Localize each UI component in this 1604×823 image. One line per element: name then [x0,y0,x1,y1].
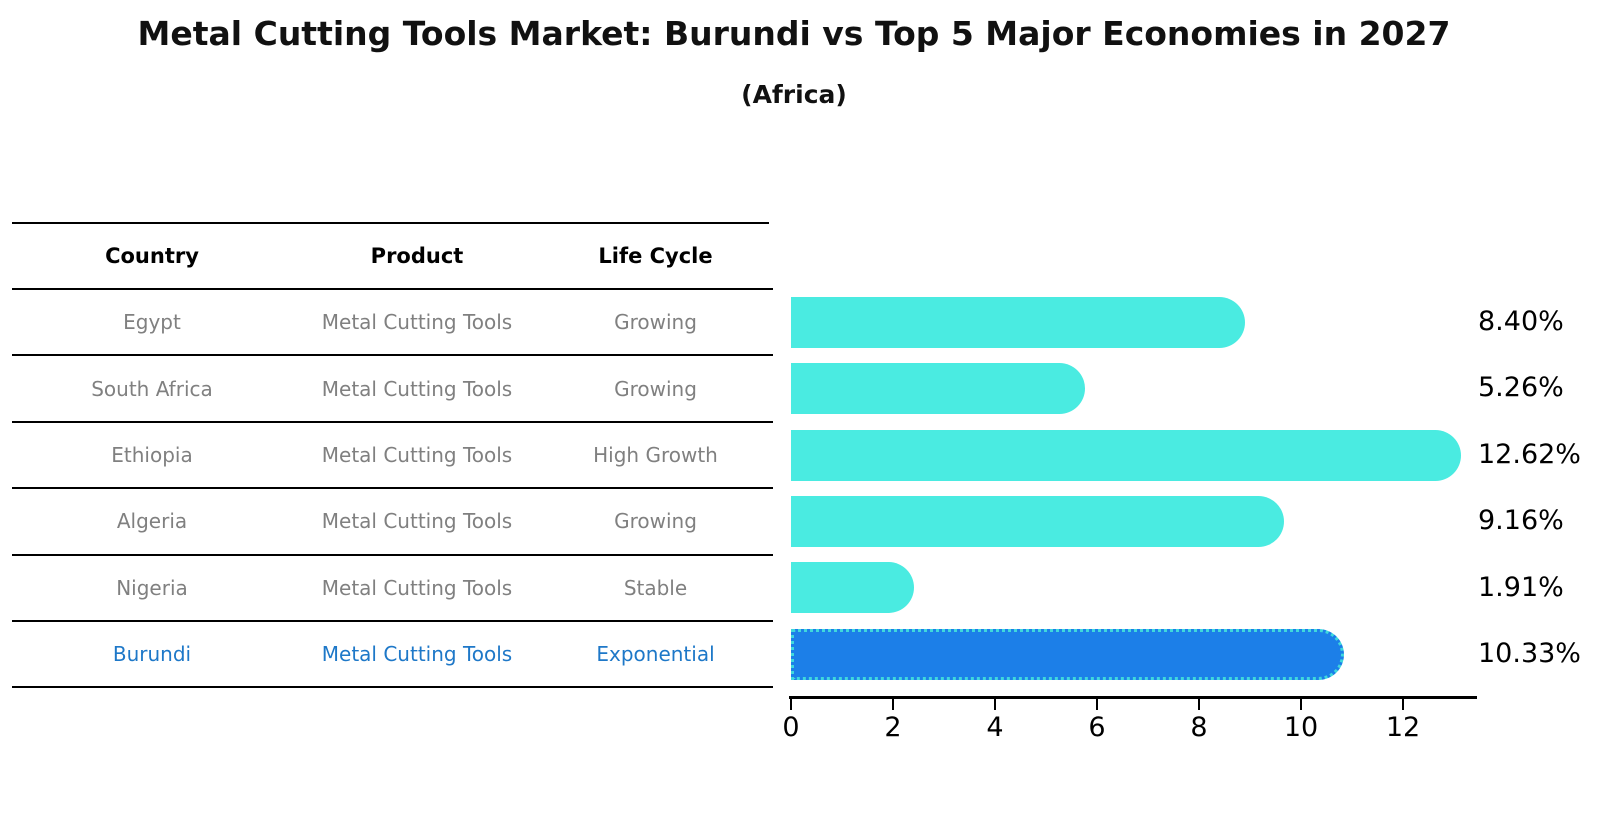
x-axis-line [789,696,1477,699]
market-table: Country Product Life Cycle Egypt Metal Cutt… [12,222,769,689]
y-axis-tick [760,553,773,556]
bar [791,429,1461,481]
table-cell-country: Nigeria [116,575,188,600]
bar-value-labels: 8.40% 5.26% 12.62% 9.16% 1.91% 10.33% [1478,289,1604,709]
column-header: Country [105,244,199,268]
table-cell-product: Metal Cutting Tools [321,310,513,335]
y-axis-tick [760,420,773,423]
bar [791,495,1284,547]
bar-value-label: 10.33% [1478,638,1581,669]
market-table-body: Egypt Metal Cutting Tools Growing South Afr… [12,290,769,689]
table-cell-life_cycle: High Growth [593,442,718,467]
bar-value-label: 8.40% [1478,306,1564,337]
table-row: Burundi Metal Cutting Tools Exponential [12,622,769,689]
table-header-row: Country Product Life Cycle [12,224,769,290]
bar-value-label: 1.91% [1478,571,1564,603]
table-cell-country: Ethiopia [111,442,193,467]
table-cell-product: Metal Cutting Tools [321,442,513,467]
table-cell-product: Metal Cutting Tools [321,575,513,600]
y-axis-tick [760,354,773,357]
plot-area: 0 2 4 6 8 10 12 [760,288,1491,743]
x-axis-tick [993,698,997,710]
x-axis-tick [891,698,895,710]
table-cell-country: Burundi [112,642,192,667]
table-row: Ethiopia Metal Cutting Tools High Growth [12,423,769,490]
table-row: Egypt Metal Cutting Tools Growing [12,290,769,357]
column-header: Life Cycle [598,244,713,268]
x-axis-tick-label: 12 [1385,712,1421,743]
x-axis-tick [1299,698,1303,710]
y-axis-tick [760,620,773,622]
bar [791,363,1085,415]
table-cell-life_cycle: Growing [614,310,697,335]
table-cell-product: Metal Cutting Tools [321,642,513,667]
table-cell-product: Metal Cutting Tools [321,509,513,534]
x-axis-tick-label: 0 [782,712,800,743]
x-axis-tick [1401,698,1405,710]
table-cell-country: Egypt [123,310,181,335]
table-row: Nigeria Metal Cutting Tools Stable [12,556,769,622]
bar-value-label: 5.26% [1478,372,1564,404]
x-axis-tick-label: 2 [884,712,902,743]
bar-value-label: 12.62% [1478,438,1581,470]
x-axis-tick-label: 8 [1190,712,1208,743]
table-cell-product: Metal Cutting Tools [321,376,513,401]
bar-value-label: 9.16% [1478,505,1564,537]
y-axis-tick [760,288,773,290]
x-axis-tick [789,698,793,710]
x-axis-tick-label: 10 [1283,712,1319,743]
bar [791,562,914,614]
page-title: Metal Cutting Tools Market: Burundi vs T… [137,14,1451,53]
table-cell-country: South Africa [91,376,213,401]
x-axis-tick [1095,698,1099,710]
x-axis-tick-label: 6 [1088,712,1106,743]
bar [791,628,1344,680]
table-cell-life_cycle: Growing [614,509,697,534]
y-axis-tick [760,686,773,689]
table-cell-country: Algeria [116,509,188,534]
x-axis-tick-label: 4 [986,712,1004,743]
x-axis-tick [1197,698,1201,710]
table-cell-life_cycle: Exponential [596,642,715,667]
table-cell-life_cycle: Stable [623,575,688,600]
y-axis-tick [760,487,773,490]
table-cell-life_cycle: Growing [614,376,697,401]
column-header: Product [370,244,464,268]
table-row: Algeria Metal Cutting Tools Growing [12,489,769,556]
table-row: South Africa Metal Cutting Tools Growing [12,356,769,423]
page-subtitle: (Africa) [741,80,847,109]
bar [791,296,1245,348]
